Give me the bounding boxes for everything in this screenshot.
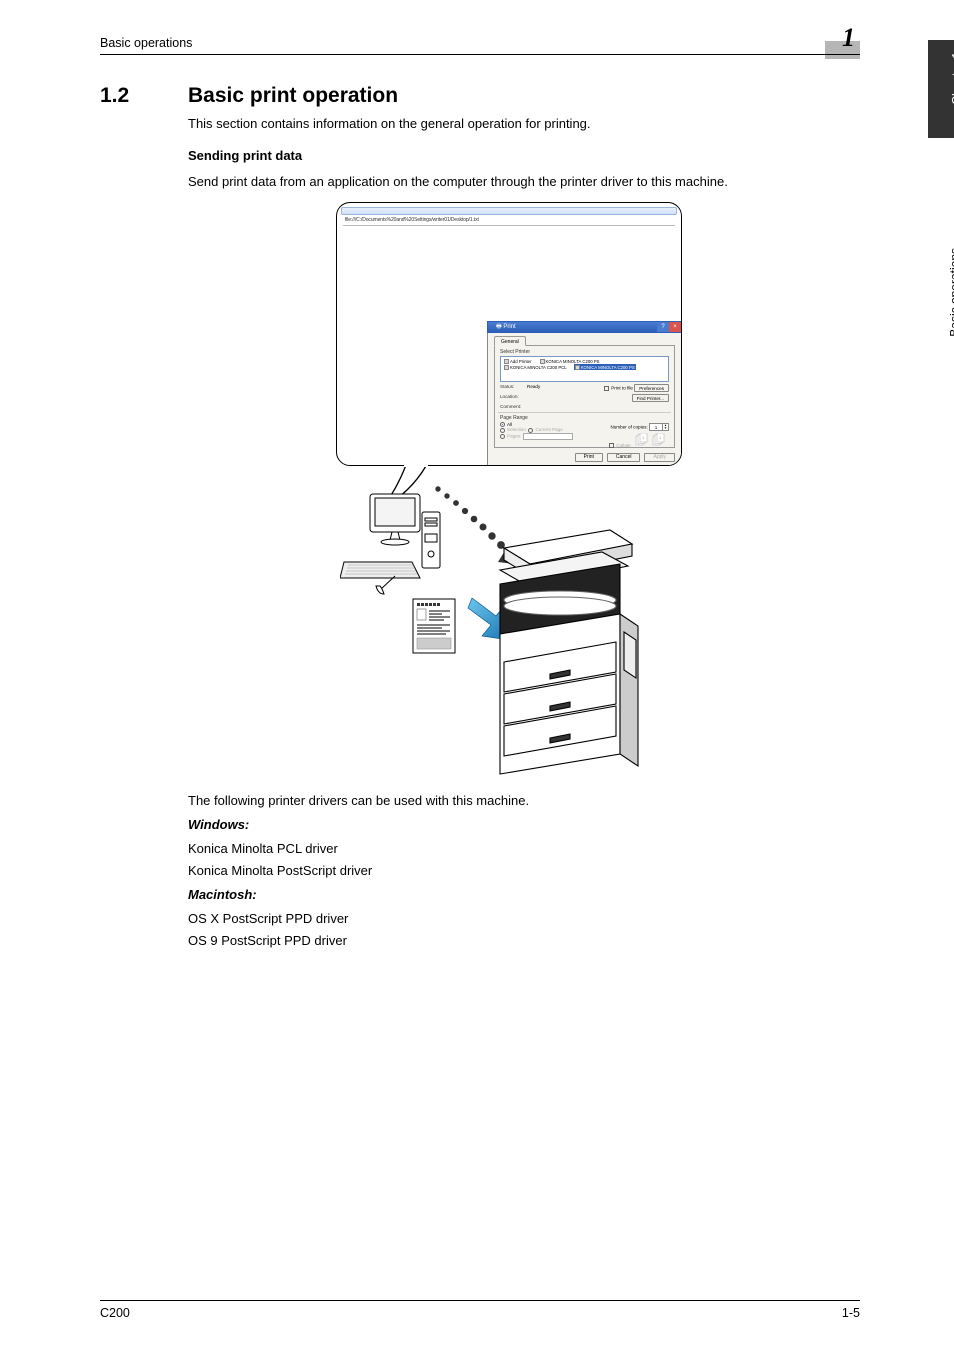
driver-mac-os9: OS 9 PostScript PPD driver — [188, 933, 347, 948]
printer-label: Add Printer — [510, 359, 532, 364]
subsection-title: Sending print data — [188, 148, 302, 163]
dialog-footer: Print Cancel Apply — [575, 453, 675, 462]
copies-label: Number of copies: — [610, 425, 647, 430]
print-to-file-label: Print to file — [611, 386, 633, 391]
send-description: Send print data from an application on t… — [188, 174, 728, 189]
app-path-text: file:///C:/Documents%20and%20Settings/wr… — [345, 217, 479, 223]
drivers-intro: The following printer drivers can be use… — [188, 793, 529, 808]
status-value: Ready — [527, 384, 540, 392]
printer-item-selected[interactable]: KONICA MINOLTA C200 PS — [574, 364, 636, 370]
driver-windows-ps: Konica Minolta PostScript driver — [188, 863, 372, 878]
header-rule — [100, 54, 860, 55]
radio-selection[interactable] — [500, 428, 505, 433]
dialog-title-icons: ? × — [657, 322, 681, 332]
macintosh-label: Macintosh: — [188, 887, 257, 902]
application-window: file:///C:/Documents%20and%20Settings/wr… — [336, 202, 682, 466]
printer-list[interactable]: Add Printer KONICA MINOLTA C200 PS KONIC… — [500, 356, 669, 382]
figure: file:///C:/Documents%20and%20Settings/wr… — [336, 202, 682, 780]
separator — [498, 412, 671, 413]
stepper-arrows-icon[interactable]: ▲▼ — [662, 424, 668, 431]
output-page-icon — [412, 598, 456, 654]
printer-label: KONICA MINOLTA C200 PCL — [510, 365, 567, 370]
print-dialog-titlebar: 🖶 Print ? × — [487, 321, 682, 333]
select-printer-label: Select Printer — [500, 349, 669, 355]
range-current-label: Current Page — [535, 427, 562, 432]
comment-label: Comment: — [500, 404, 524, 409]
collate-checkbox[interactable] — [609, 443, 614, 448]
find-printer-button[interactable]: Find Printer... — [632, 394, 669, 402]
computer-icon — [340, 490, 448, 598]
tab-general[interactable]: General — [494, 336, 526, 346]
copier-icon — [470, 522, 640, 780]
printer-icon — [575, 365, 580, 370]
printer-icon — [540, 359, 545, 364]
range-selection-label: Selection — [507, 427, 526, 432]
footer-model: C200 — [100, 1306, 130, 1320]
windows-label: Windows: — [188, 817, 249, 832]
pages-input[interactable] — [523, 433, 573, 440]
page: Basic operations 1 Chapter 1 Basic opera… — [0, 0, 954, 1350]
print-dialog-title: 🖶 Print — [488, 322, 516, 332]
range-pages-label: Pages: — [507, 433, 521, 438]
app-titlebar — [341, 207, 677, 215]
side-chapter-text: Chapter 1 — [950, 52, 954, 105]
collate-label: Collate — [616, 443, 630, 448]
help-icon[interactable]: ? — [657, 322, 669, 332]
printer-label: KONICA MINOLTA C200 PS — [581, 365, 635, 370]
running-head: Basic operations — [100, 36, 192, 50]
printer-label: KONICA MINOLTA C200 PS — [546, 359, 600, 364]
chapter-number: 1 — [842, 23, 855, 53]
print-dialog-title-text: Print — [503, 324, 515, 330]
printer-icon — [504, 365, 509, 370]
copies-stepper[interactable]: 1▲▼ — [649, 423, 669, 431]
section-intro: This section contains information on the… — [188, 116, 591, 131]
side-section-text: Basic operations — [948, 248, 954, 337]
section-title: Basic print operation — [188, 84, 398, 108]
status-label: Status: — [500, 384, 524, 392]
apply-button[interactable]: Apply — [644, 453, 675, 462]
radio-pages[interactable] — [500, 434, 505, 439]
print-button[interactable]: Print — [575, 453, 603, 462]
print-dialog-panel: Select Printer Add Printer KONICA MINOLT… — [494, 345, 675, 448]
print-dialog-body: General Select Printer Add Printer KONIC… — [487, 333, 682, 466]
range-all-label: All — [507, 422, 512, 427]
printer-item[interactable]: KONICA MINOLTA C200 PCL — [503, 364, 568, 370]
print-to-file-checkbox[interactable] — [604, 386, 609, 391]
preferences-button[interactable]: Preferences — [634, 384, 669, 392]
footer-page: 1-5 — [842, 1306, 860, 1320]
app-rule — [343, 225, 675, 226]
driver-windows-pcl: Konica Minolta PCL driver — [188, 841, 338, 856]
printer-icon — [504, 359, 509, 364]
driver-mac-osx: OS X PostScript PPD driver — [188, 911, 348, 926]
location-label: Location: — [500, 394, 524, 402]
cancel-button[interactable]: Cancel — [607, 453, 641, 462]
section-number: 1.2 — [100, 84, 129, 108]
page-range-label: Page Range — [500, 415, 573, 421]
copies-value: 1 — [650, 425, 662, 430]
footer-rule — [100, 1300, 860, 1301]
print-dialog: 🖶 Print ? × General Select Printer Add P… — [487, 321, 682, 466]
collate-icon: 11 — [635, 433, 669, 447]
close-icon[interactable]: × — [669, 322, 681, 332]
